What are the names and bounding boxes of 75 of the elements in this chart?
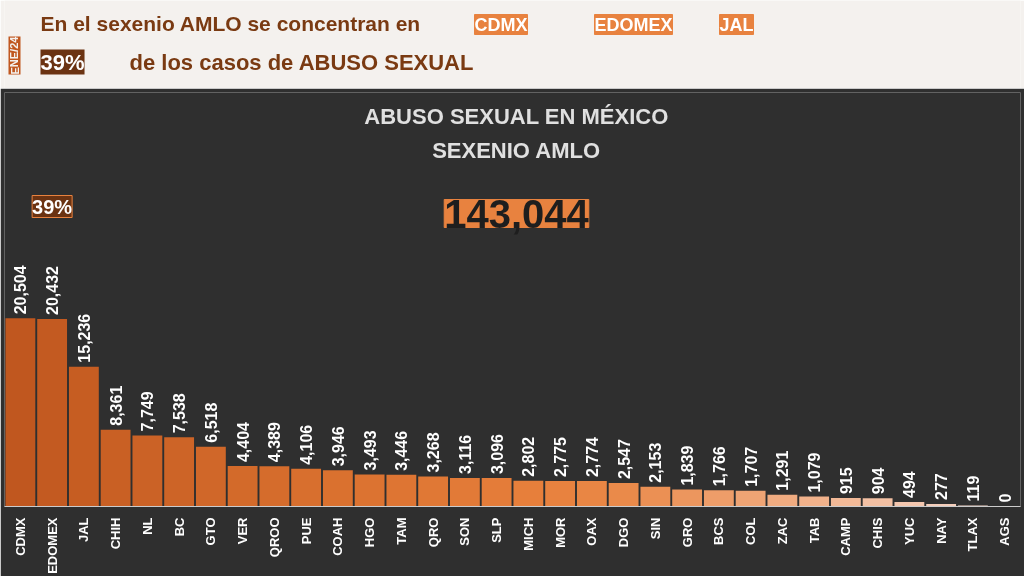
x-tick-label: AGS: [997, 517, 1013, 546]
x-tick-label: DGO: [616, 517, 632, 548]
x-tick-label: NL: [139, 517, 155, 535]
x-tick-label: ZAC: [774, 516, 790, 545]
x-tick-label: CAMP: [838, 517, 854, 556]
data-label: 1,766: [710, 446, 728, 487]
data-label: 277: [933, 473, 951, 500]
x-tick-label: GRO: [679, 517, 695, 548]
x-tick-label: CHIS: [870, 517, 886, 549]
data-label: 15,236: [75, 313, 93, 363]
data-label: 20,504: [12, 265, 30, 315]
data-label: 7,749: [139, 391, 157, 432]
data-label: 2,802: [520, 436, 538, 477]
data-label: 3,446: [393, 430, 411, 471]
text: 143,044: [444, 191, 590, 236]
data-label: 8,361: [107, 385, 125, 426]
data-label: 4,389: [266, 422, 284, 463]
x-tick-label: PUE: [298, 517, 314, 545]
data-label: 3,946: [329, 426, 347, 467]
data-label: 3,268: [425, 432, 443, 473]
x-tick-label: TAB: [806, 517, 822, 544]
x-tick-label: MOR: [552, 516, 568, 548]
data-label: 1,839: [679, 445, 697, 486]
data-label: 3,493: [361, 430, 379, 471]
x-tick-label: COAH: [330, 517, 346, 556]
x-tick-label: QROO: [266, 517, 282, 558]
chart-title: ABUSO SEXUAL EN MÉXICO: [364, 103, 669, 129]
data-label: 2,774: [583, 436, 601, 478]
x-tick-label: OAX: [584, 517, 600, 546]
x-tick-label: QRO: [425, 517, 441, 548]
text: CDMX: [474, 14, 528, 35]
data-label: 7,538: [171, 393, 189, 434]
data-label: 2,775: [552, 436, 570, 478]
x-tick-label: TAM: [393, 517, 409, 545]
x-tick-label: SON: [457, 517, 473, 546]
x-tick-label: SIN: [647, 517, 663, 540]
data-label: 3,116: [456, 434, 474, 474]
text: En el sexenio AMLO se concentran en: [40, 11, 421, 35]
text: ENE/24: [8, 35, 21, 75]
data-label: 20,432: [44, 265, 62, 315]
text: 39%: [40, 49, 85, 75]
data-label: 3,096: [488, 433, 506, 475]
text: JAL: [719, 14, 754, 35]
data-label: 1,707: [742, 446, 760, 487]
data-label: 2,153: [647, 442, 665, 483]
x-tick-label: VER: [235, 516, 251, 545]
x-tick-label: BCS: [711, 517, 727, 545]
text: 39%: [32, 195, 73, 218]
x-tick-label: HGO: [362, 517, 378, 548]
data-label: 1,291: [774, 450, 792, 491]
x-tick-label: BC: [171, 516, 187, 537]
data-label: 4,106: [298, 424, 316, 465]
text: EDOMEX: [594, 14, 673, 35]
x-tick-label: COL: [743, 517, 759, 545]
data-label: 915: [837, 467, 855, 495]
data-label: 494: [901, 471, 919, 498]
x-tick-label: CHIH: [108, 517, 124, 550]
x-tick-label: SLP: [489, 517, 505, 543]
x-tick-label: TLAX: [965, 517, 981, 552]
x-tick-label: NAY: [933, 517, 949, 544]
x-tick-label: GTO: [203, 517, 219, 546]
data-label: 6,518: [202, 402, 220, 443]
data-label: 904: [869, 467, 887, 495]
text: de los casos de ABUSO SEXUAL: [129, 49, 474, 75]
x-tick-label: YUC: [901, 516, 917, 545]
x-tick-label: CDMX: [12, 517, 28, 556]
data-label: 119: [964, 475, 982, 502]
data-label: 2,547: [615, 438, 633, 480]
x-tick-label: JAL: [76, 517, 92, 543]
data-label: 1,079: [806, 452, 824, 493]
x-tick-label: MICH: [520, 517, 536, 551]
data-label: 0: [996, 493, 1014, 503]
x-tick-label: EDOMEX: [44, 517, 60, 574]
data-label: 4,404: [234, 421, 252, 463]
chart-subtitle: SEXENIO AMLO: [432, 137, 601, 163]
